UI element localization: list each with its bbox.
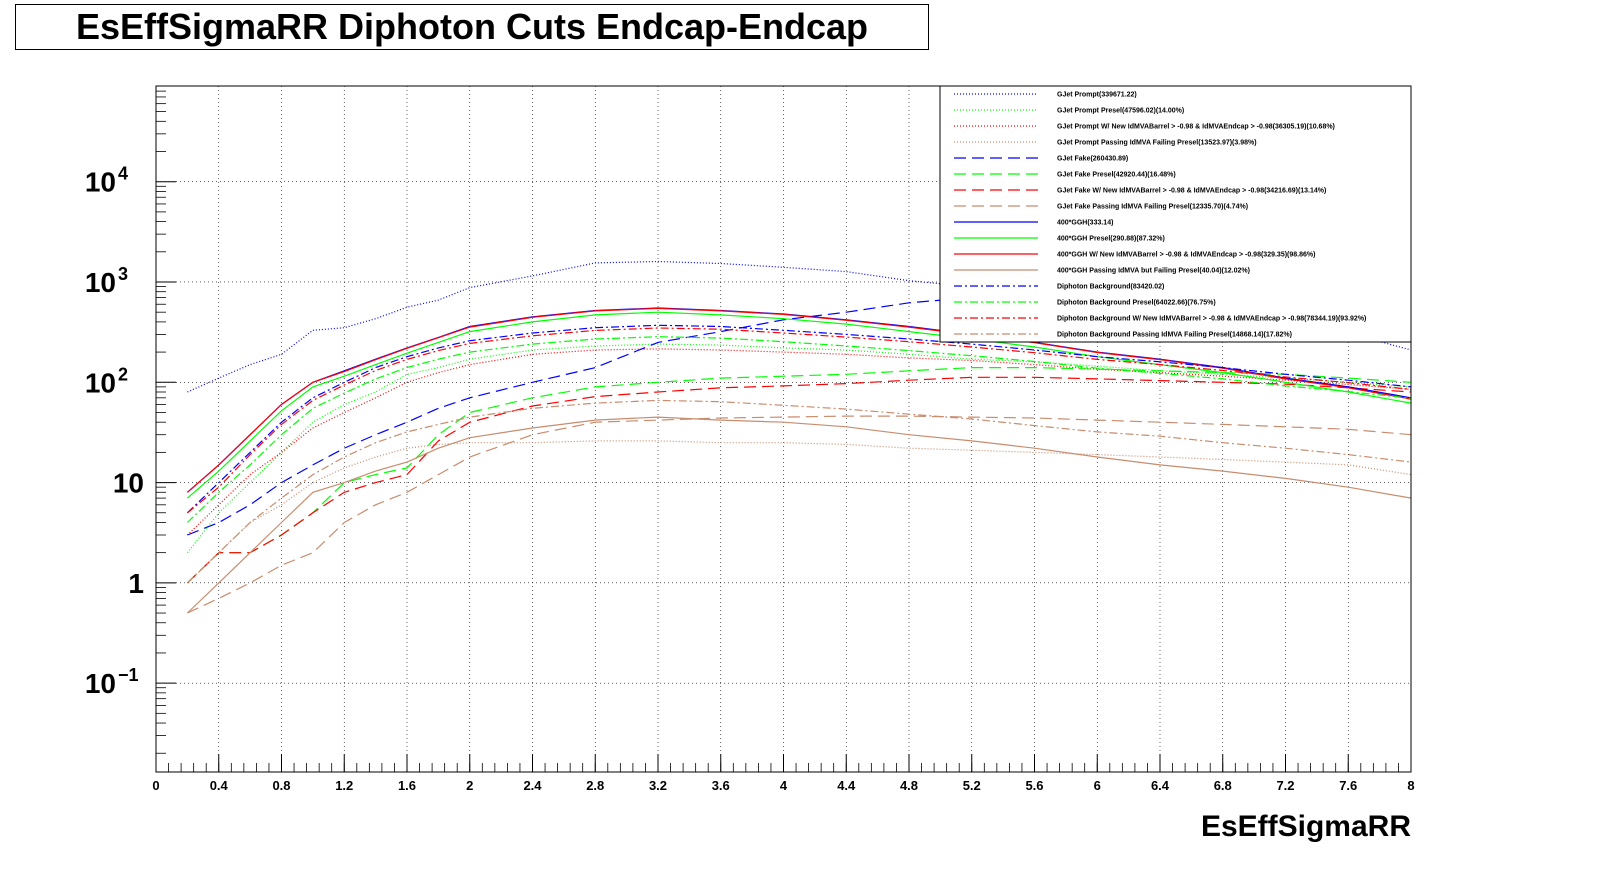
y-tick-label: 10	[85, 267, 116, 298]
x-tick-label: 3.6	[712, 778, 730, 793]
legend-entry: 400*GGH Presel(290.88)(87.32%)	[1057, 236, 1165, 243]
y-tick-label: 10	[85, 668, 116, 699]
x-tick-label: 0	[152, 778, 159, 793]
x-tick-label: 0.8	[272, 778, 290, 793]
legend: GJet Prompt(339671.22) GJet Prompt Presel…	[939, 85, 1412, 343]
series-line-13	[186, 336, 1412, 523]
x-tick-label: 6.4	[1151, 778, 1170, 793]
x-tick-label: 7.2	[1276, 778, 1294, 793]
series-line-10	[187, 307, 1412, 493]
y-tick-exponent: 2	[118, 364, 128, 384]
legend-entry: Diphoton Background Passing IdMVA Failin…	[1057, 332, 1292, 339]
legend-entry: Diphoton Background(83420.02)	[1057, 284, 1164, 291]
series-line-14	[187, 327, 1412, 514]
legend-entry: GJet Fake Presel(42920.44)(16.48%)	[1057, 172, 1176, 179]
legend-entry: GJet Prompt(339671.22)	[1057, 92, 1137, 99]
series-layer	[186, 260, 1412, 614]
y-tick-exponent: 4	[118, 164, 128, 184]
x-tick-label: 2.8	[586, 778, 604, 793]
chart-title: EsEffSigmaRR Diphoton Cuts Endcap-Endcap	[75, 6, 869, 47]
y-tick-label: 10	[113, 468, 144, 499]
series-line-3	[186, 440, 1412, 584]
x-tick-label: 8	[1407, 778, 1414, 793]
legend-entry: GJet Fake Passing IdMVA Failing Presel(1…	[1057, 204, 1248, 211]
y-tick-exponent: −1	[118, 665, 139, 685]
legend-box	[939, 85, 1412, 343]
y-tick-label: 10	[85, 367, 116, 398]
series-line-11	[186, 416, 1412, 614]
legend-entry: GJet Prompt Passing IdMVA Failing Presel…	[1057, 140, 1257, 147]
x-tick-label: 2	[466, 778, 473, 793]
x-tick-label: 6	[1094, 778, 1101, 793]
series-line-1	[186, 343, 1412, 554]
x-tick-label: 4.8	[900, 778, 918, 793]
y-tick-label: 10	[85, 167, 116, 198]
x-tick-label: 5.6	[1025, 778, 1043, 793]
series-line-15	[186, 399, 1412, 584]
x-tick-label: 7.6	[1339, 778, 1357, 793]
x-tick-label: 5.2	[963, 778, 981, 793]
x-tick-label: 0.4	[210, 778, 229, 793]
x-axis-title: EsEffSigmaRR	[1201, 810, 1411, 843]
y-tick-label: 1	[128, 568, 144, 599]
x-tick-label: 2.4	[523, 778, 542, 793]
x-tick-label: 4.4	[837, 778, 856, 793]
legend-entry: GJet Fake W/ New IdMVABarrel > -0.98 & I…	[1057, 188, 1326, 195]
chart-title-box: EsEffSigmaRR Diphoton Cuts Endcap-Endcap	[15, 4, 929, 50]
x-tick-label: 4	[780, 778, 788, 793]
x-tick-label: 1.6	[398, 778, 416, 793]
series-line-6	[186, 376, 1412, 584]
legend-entry: GJet Prompt W/ New IdMVABarrel > -0.98 &…	[1057, 124, 1335, 131]
x-axis: 0 0.4 0.8 1.2 1.6 2 2.4 2.8 3.2 3.6 4 4.4 4.8 5.2 5.6 6…	[152, 754, 1415, 793]
legend-entry: GJet Fake(260430.89)	[1057, 156, 1128, 163]
legend-entry: 400*GGH Passing IdMVA but Failing Presel…	[1057, 268, 1250, 275]
y-tick-exponent: 3	[118, 264, 128, 284]
series-line-2	[186, 348, 1412, 536]
legend-entry: GJet Prompt Presel(47596.02)(14.00%)	[1057, 108, 1184, 115]
legend-entry: 400*GGH W/ New IdMVABarrel > -0.98 & IdM…	[1057, 252, 1315, 259]
x-tick-label: 1.2	[335, 778, 353, 793]
x-tick-label: 3.2	[649, 778, 667, 793]
legend-entry: Diphoton Background W/ New IdMVABarrel >…	[1057, 316, 1366, 323]
series-line-12	[186, 324, 1412, 514]
legend-entry: Diphoton Background Presel(64022.66)(76.…	[1057, 300, 1216, 307]
legend-entry: 400*GGH(333.14)	[1057, 220, 1113, 227]
x-tick-label: 6.8	[1214, 778, 1232, 793]
